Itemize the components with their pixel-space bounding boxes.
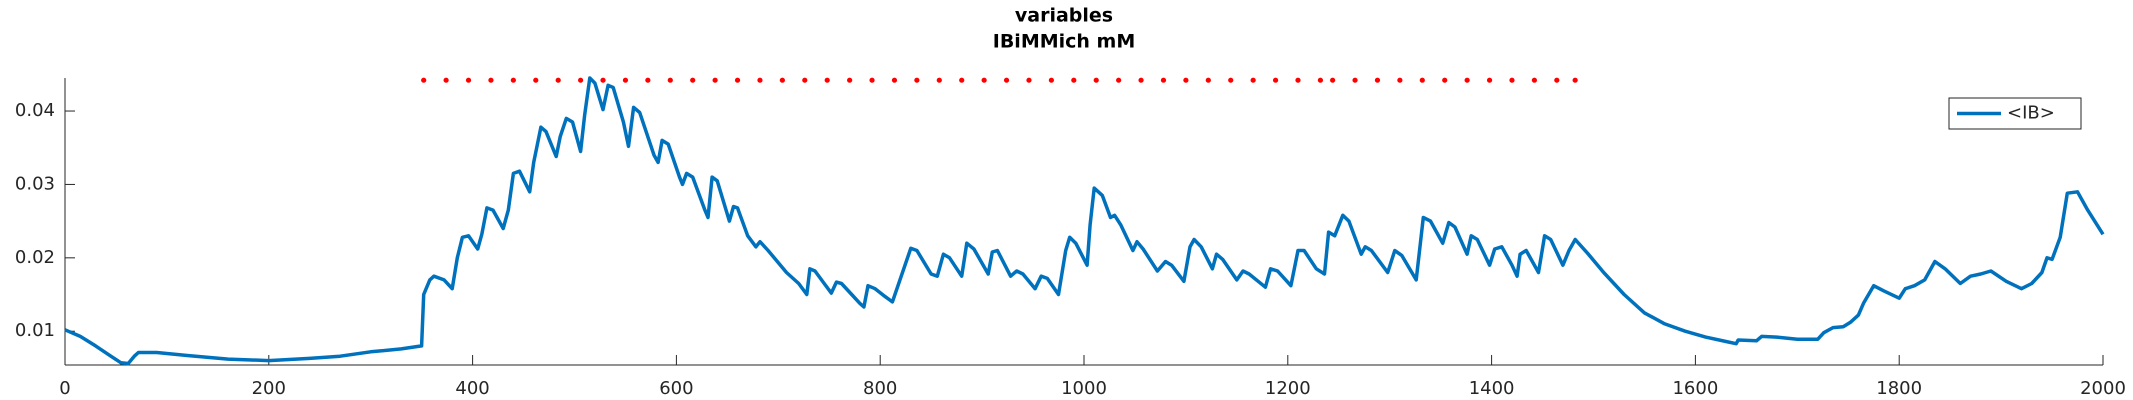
marker — [1048, 77, 1054, 83]
legend-label: <IB> — [2007, 103, 2055, 124]
marker — [981, 77, 987, 83]
marker — [1093, 77, 1099, 83]
marker — [600, 77, 606, 83]
marker — [1317, 77, 1324, 83]
x-tick-label: 1400 — [1469, 378, 1515, 399]
marker — [1250, 77, 1256, 83]
x-tick-label: 2000 — [2080, 378, 2126, 399]
marker — [690, 77, 696, 83]
marker — [959, 77, 965, 83]
x-tick-label: 600 — [659, 378, 693, 399]
x-tick-label: 0 — [59, 378, 70, 399]
marker — [1330, 77, 1336, 83]
marker — [510, 77, 516, 83]
marker — [1272, 77, 1279, 83]
x-tick-label: 200 — [252, 378, 286, 399]
x-tick-label: 800 — [863, 378, 897, 399]
x-tick-label: 1600 — [1672, 378, 1718, 399]
marker — [421, 77, 427, 83]
marker — [1486, 77, 1493, 83]
marker — [1026, 77, 1032, 83]
marker — [1116, 77, 1122, 83]
x-tick-label: 1000 — [1061, 378, 1107, 399]
y-tick-label: 0.04 — [15, 100, 55, 121]
marker — [645, 77, 651, 83]
marker — [1509, 77, 1515, 83]
marker — [1554, 77, 1560, 83]
marker — [578, 77, 584, 83]
x-tick-label: 400 — [455, 378, 489, 399]
marker — [824, 77, 830, 83]
marker — [1228, 77, 1234, 83]
marker — [533, 77, 539, 83]
marker — [555, 77, 561, 83]
x-tick-label: 1200 — [1265, 378, 1311, 399]
chart-title: variables — [1015, 5, 1113, 27]
marker — [779, 77, 785, 83]
y-tick-label: 0.03 — [15, 173, 55, 194]
marker — [1464, 77, 1470, 83]
marker — [869, 77, 875, 83]
marker — [1071, 77, 1077, 83]
marker — [1183, 77, 1189, 83]
marker — [1205, 77, 1211, 83]
marker — [1003, 77, 1010, 83]
marker — [1531, 77, 1537, 83]
marker — [1352, 77, 1358, 83]
marker — [1397, 77, 1403, 83]
marker — [1572, 77, 1578, 83]
marker — [936, 77, 942, 83]
marker — [891, 77, 898, 83]
data-line — [64, 76, 2105, 366]
marker — [1442, 77, 1448, 83]
marker — [712, 77, 718, 83]
marker — [443, 77, 449, 83]
marker — [802, 77, 808, 83]
marker — [914, 77, 920, 83]
marker — [1138, 77, 1144, 83]
marker — [757, 77, 763, 83]
marker — [1419, 77, 1425, 83]
y-tick-label: 0.01 — [15, 320, 55, 341]
marker — [1295, 77, 1301, 83]
x-tick-label: 1800 — [1876, 378, 1922, 399]
marker — [1374, 77, 1381, 83]
marker — [734, 77, 741, 83]
marker — [847, 77, 853, 83]
marker — [1160, 77, 1167, 83]
marker — [488, 77, 494, 83]
chart-subtitle: IBiMMich mM — [993, 31, 1136, 53]
y-tick-label: 0.02 — [15, 247, 55, 268]
marker — [465, 77, 472, 83]
marker — [622, 77, 629, 83]
marker — [667, 77, 673, 83]
